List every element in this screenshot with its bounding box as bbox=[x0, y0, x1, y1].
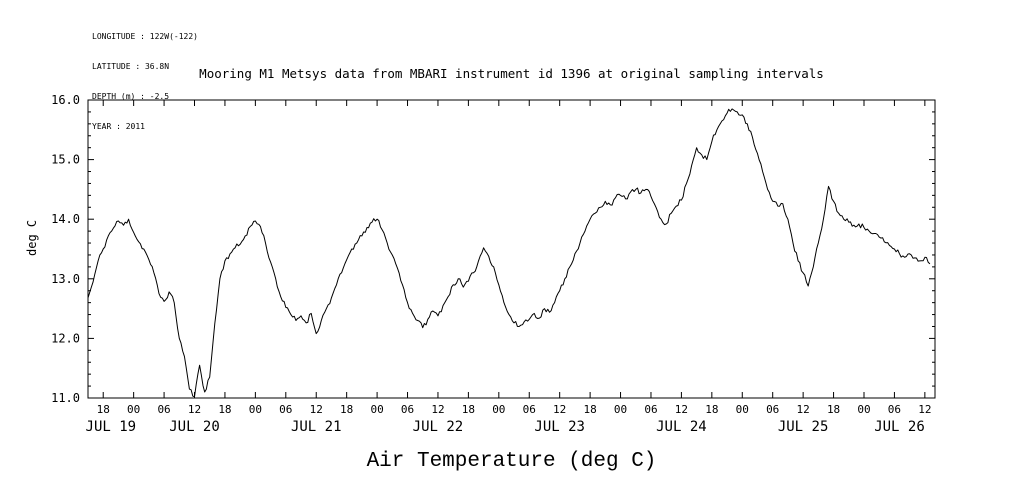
x-tick-label: 00 bbox=[370, 403, 383, 416]
x-tick-label: 18 bbox=[462, 403, 475, 416]
station-meta-block: LONGITUDE : 122W(-122) LATITUDE : 36.8N … bbox=[92, 12, 198, 152]
plot-frame bbox=[87, 99, 936, 399]
x-day-label: JUL 21 bbox=[291, 419, 342, 435]
x-day-label: JUL 24 bbox=[656, 419, 707, 435]
temperature-line bbox=[87, 108, 931, 398]
y-tick-label: 14.0 bbox=[51, 212, 80, 226]
x-tick-label: 00 bbox=[857, 403, 870, 416]
x-day-label: JUL 20 bbox=[169, 419, 220, 435]
meta-depth: DEPTH (m) : -2.5 bbox=[92, 92, 170, 101]
x-day-label: JUL 23 bbox=[534, 419, 585, 435]
x-tick-label: 06 bbox=[279, 403, 292, 416]
x-tick-label: 06 bbox=[523, 403, 536, 416]
x-day-label: JUL 25 bbox=[778, 419, 829, 435]
x-tick-label: 12 bbox=[310, 403, 323, 416]
y-tick-label: 13.0 bbox=[51, 272, 80, 286]
y-tick-label: 11.0 bbox=[51, 391, 80, 405]
x-tick-label: 18 bbox=[705, 403, 718, 416]
x-day-label: JUL 19 bbox=[86, 419, 137, 435]
x-tick-label: 18 bbox=[340, 403, 353, 416]
y-tick-label: 15.0 bbox=[51, 153, 80, 167]
x-tick-label: 12 bbox=[918, 403, 931, 416]
x-tick-label: 00 bbox=[492, 403, 505, 416]
x-tick-label: 06 bbox=[644, 403, 657, 416]
meta-year: YEAR : 2011 bbox=[92, 122, 145, 131]
x-tick-label: 18 bbox=[583, 403, 596, 416]
x-tick-label: 00 bbox=[736, 403, 749, 416]
x-tick-label: 12 bbox=[675, 403, 688, 416]
x-axis-title: Air Temperature (deg C) bbox=[366, 450, 657, 473]
x-tick-label: 18 bbox=[218, 403, 231, 416]
chart-title: Mooring M1 Metsys data from MBARI instru… bbox=[199, 66, 824, 81]
x-tick-label: 00 bbox=[127, 403, 140, 416]
x-tick-label: 06 bbox=[766, 403, 779, 416]
x-tick-label: 18 bbox=[827, 403, 840, 416]
y-axis-label: deg C bbox=[25, 219, 40, 256]
x-tick-label: 06 bbox=[401, 403, 414, 416]
x-tick-label: 12 bbox=[431, 403, 444, 416]
x-tick-label: 00 bbox=[614, 403, 627, 416]
x-day-label: JUL 26 bbox=[874, 419, 925, 435]
x-tick-label: 18 bbox=[97, 403, 110, 416]
x-tick-label: 12 bbox=[797, 403, 810, 416]
x-tick-label: 06 bbox=[157, 403, 170, 416]
y-tick-label: 12.0 bbox=[51, 331, 80, 345]
y-tick-label: 16.0 bbox=[51, 93, 80, 107]
x-tick-label: 12 bbox=[553, 403, 566, 416]
x-tick-label: 06 bbox=[888, 403, 901, 416]
meta-longitude: LONGITUDE : 122W(-122) bbox=[92, 32, 198, 41]
x-tick-label: 00 bbox=[249, 403, 262, 416]
x-tick-label: 12 bbox=[188, 403, 201, 416]
x-day-label: JUL 22 bbox=[413, 419, 464, 435]
meta-latitude: LATITUDE : 36.8N bbox=[92, 62, 170, 71]
